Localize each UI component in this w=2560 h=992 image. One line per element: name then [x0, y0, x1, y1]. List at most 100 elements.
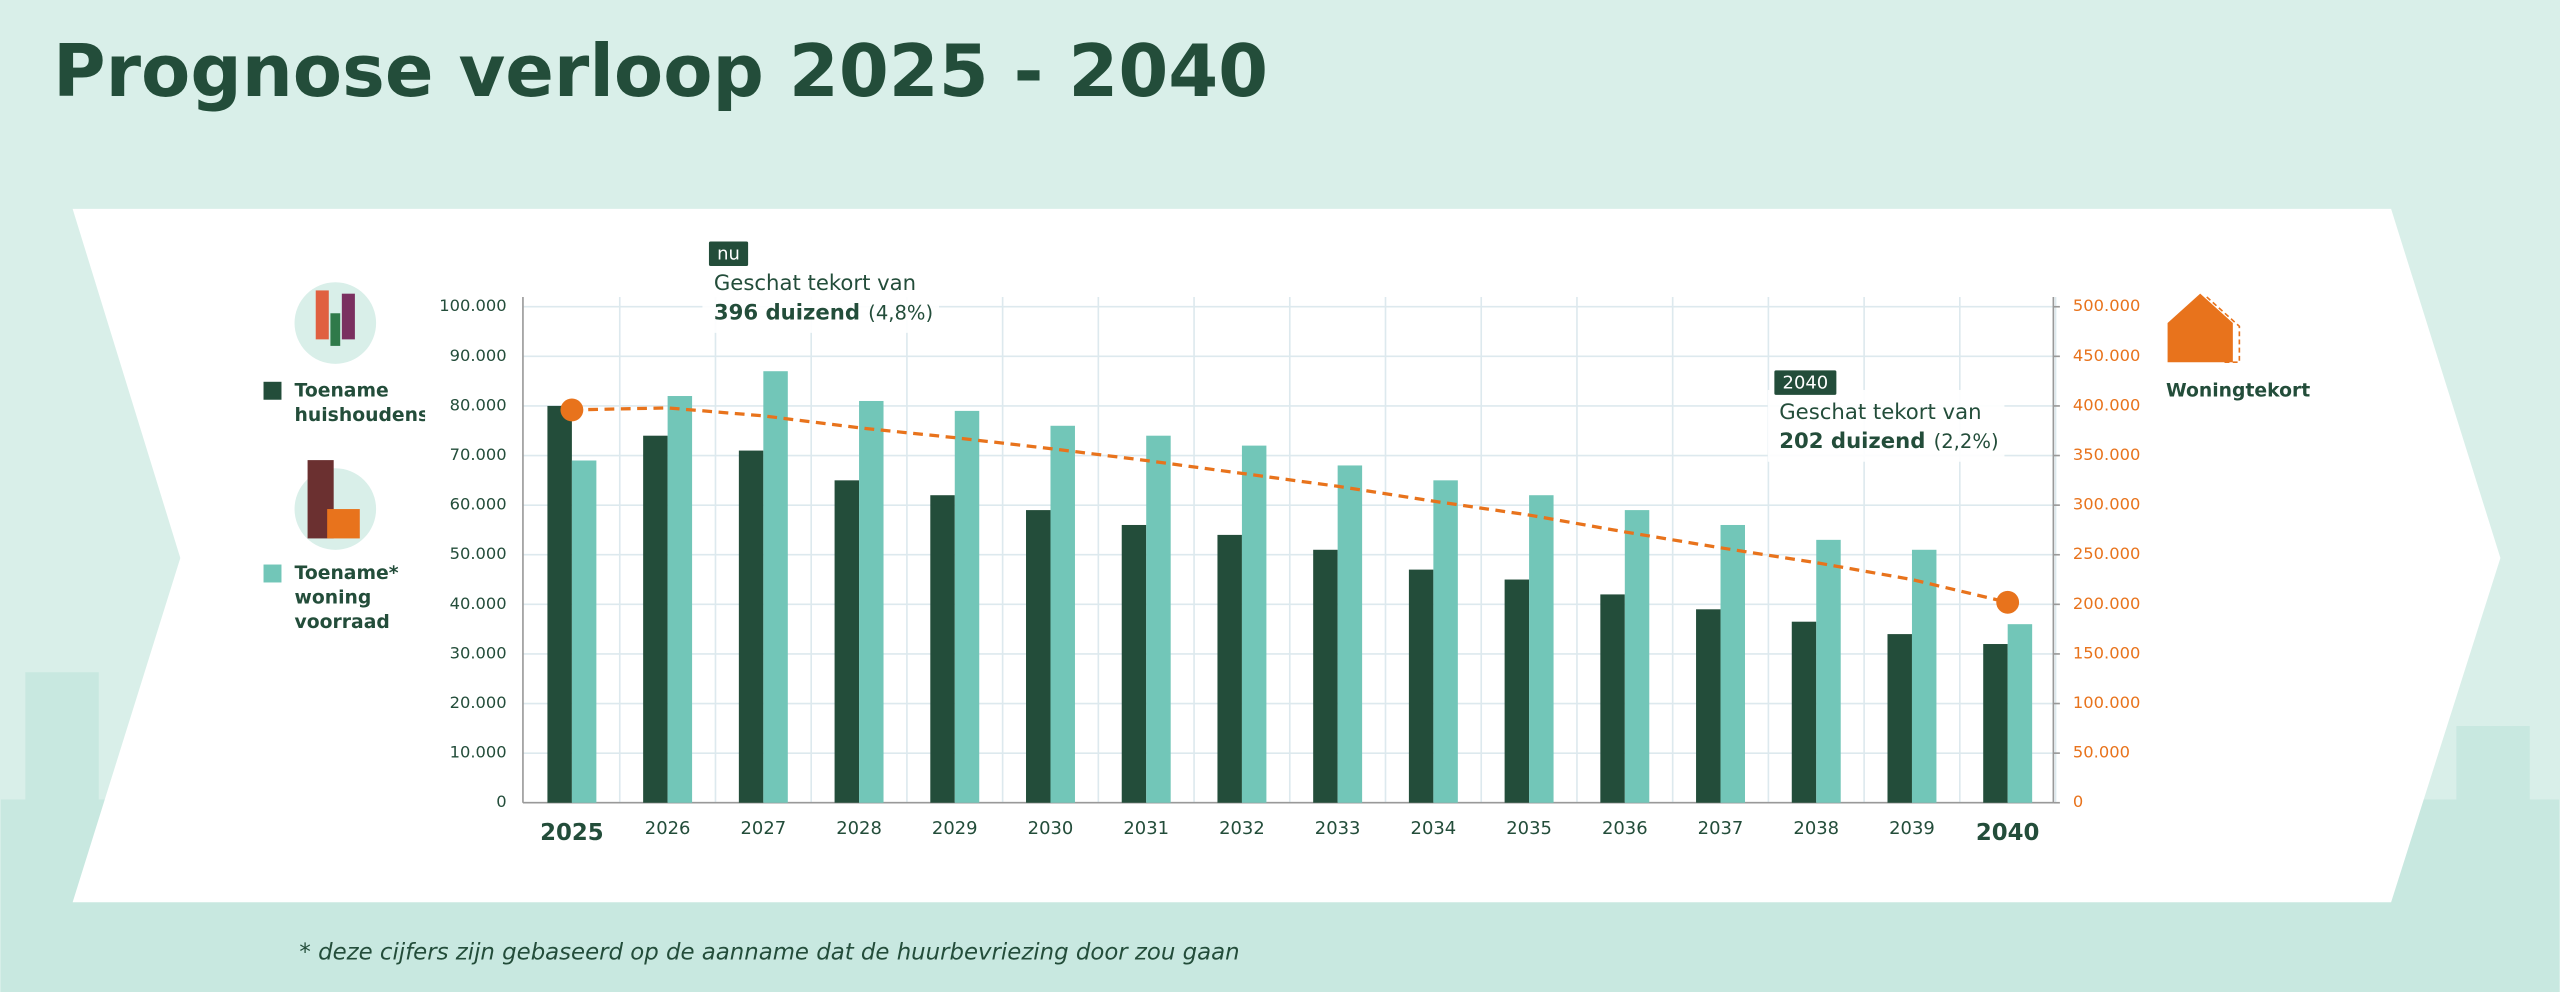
y-tick-label: 0 — [496, 792, 506, 811]
y-tick-label: 70.000 — [450, 445, 507, 464]
y2-tick-label: 400.000 — [2073, 395, 2140, 414]
line — [571, 406, 2009, 604]
annotation-amount-value: 396 duizend — [714, 300, 860, 325]
y-tick-label: 60.000 — [450, 495, 507, 514]
bar — [667, 396, 693, 803]
house-icon — [2206, 296, 2241, 364]
annotation-tag: nu — [717, 244, 740, 265]
y2-tick-label: 150.000 — [2073, 643, 2140, 662]
y2-tick-label: 450.000 — [2073, 346, 2140, 365]
y2-tick-label: 100.000 — [2073, 693, 2140, 712]
annotation-amount: 202 duizend (2,2%) — [1779, 429, 1998, 454]
bar — [1433, 480, 1458, 803]
legend-label-text: Toename* woning voorraad — [294, 561, 399, 634]
y-tick-label: 50.000 — [450, 544, 507, 563]
bar — [1791, 621, 1817, 803]
x-tick-label: 2030 — [1028, 818, 1074, 839]
bar — [1313, 549, 1338, 803]
bar — [1720, 524, 1745, 803]
y2-tick-label: 0 — [2073, 792, 2083, 811]
x-tick-label: 2039 — [1889, 818, 1935, 839]
bar — [1911, 549, 1937, 803]
y-tick-label: 40.000 — [450, 594, 507, 613]
bar — [547, 405, 572, 803]
bar — [763, 371, 788, 803]
bar — [1050, 425, 1075, 803]
y-tick-label: 10.000 — [450, 743, 507, 762]
icon — [330, 313, 341, 346]
y2-tick-label: 250.000 — [2073, 544, 2140, 563]
legend-label-text: Woningtekort — [2165, 378, 2311, 402]
end-dot — [560, 398, 584, 422]
bar — [1887, 634, 1912, 803]
y-tick-label: 20.000 — [450, 693, 507, 712]
legend-swatch — [263, 381, 282, 400]
building — [2456, 726, 2530, 824]
bar — [834, 480, 860, 803]
legend-label: Toename huishoudens — [295, 379, 426, 426]
y2-tick-label: 500.000 — [2073, 296, 2140, 315]
bar — [2007, 624, 2033, 803]
annotation-amount: 396 duizend (4,8%) — [714, 300, 933, 325]
x-tick-label: 2033 — [1315, 818, 1361, 839]
bar — [1529, 495, 1554, 803]
x-tick-label: 2036 — [1602, 818, 1648, 839]
house-icon — [2167, 293, 2233, 363]
y2-tick-label: 300.000 — [2073, 495, 2140, 514]
bar — [738, 450, 764, 803]
annotation-amount-value: 202 duizend — [1779, 429, 1925, 454]
annotation-share: (2,2%) — [1934, 430, 1999, 453]
bar — [859, 400, 884, 803]
y-tick-label: 80.000 — [450, 395, 507, 414]
x-tick-label: 2038 — [1793, 818, 1839, 839]
footnote: * deze cijfers zijn gebaseerd op de aann… — [299, 939, 1239, 965]
bar — [1121, 524, 1147, 803]
bar — [571, 460, 597, 803]
annotation-bg — [1767, 389, 2005, 462]
x-tick-label: 2037 — [1698, 818, 1744, 839]
x-tick-label: 2034 — [1411, 818, 1457, 839]
x-tick-label: 2032 — [1219, 818, 1265, 839]
annotation-share: (4,8%) — [868, 301, 933, 324]
bar — [1026, 510, 1051, 803]
x-tick-label: 2031 — [1123, 818, 1169, 839]
annotation-bg — [702, 261, 939, 333]
x-tick-label: 2029 — [932, 818, 978, 839]
x-tick-label: 2028 — [836, 818, 882, 839]
legend-label: Toename* woning voorraad — [294, 561, 399, 634]
bar — [1241, 445, 1267, 803]
y2-tick-label: 350.000 — [2073, 445, 2140, 464]
bar — [930, 495, 955, 803]
bar — [1146, 435, 1171, 803]
end-dot — [1996, 590, 2020, 614]
bar — [1600, 594, 1625, 803]
bar — [1816, 539, 1841, 803]
icon — [327, 509, 360, 539]
annotation-text: Geschat tekort van — [1779, 400, 1981, 425]
bar — [1217, 534, 1242, 803]
icon — [315, 290, 329, 340]
bar — [1624, 510, 1650, 803]
annotation-text: Geschat tekort van — [714, 271, 916, 296]
y-tick-label: 100.000 — [439, 296, 506, 315]
annotation-tag: 2040 — [1783, 372, 1829, 393]
x-tick-label: 2035 — [1506, 818, 1552, 839]
bar — [1504, 579, 1530, 803]
x-tick-label: 2027 — [741, 818, 787, 839]
x-tick-label: 2025 — [540, 820, 604, 846]
annotation-tag-bg — [1774, 370, 1837, 395]
bar — [1337, 465, 1363, 803]
bar — [1983, 644, 2008, 803]
bar — [1696, 609, 1721, 803]
icon — [341, 293, 355, 340]
y-tick-label: 30.000 — [450, 643, 507, 662]
bar — [1408, 569, 1434, 803]
x-tick-label: 2026 — [645, 818, 691, 839]
chart-title: Prognose verloop 2025 - 2040 — [53, 29, 1268, 113]
bar — [954, 410, 980, 803]
y-tick-label: 90.000 — [450, 346, 507, 365]
bar — [643, 435, 668, 803]
y2-tick-label: 50.000 — [2073, 743, 2130, 762]
